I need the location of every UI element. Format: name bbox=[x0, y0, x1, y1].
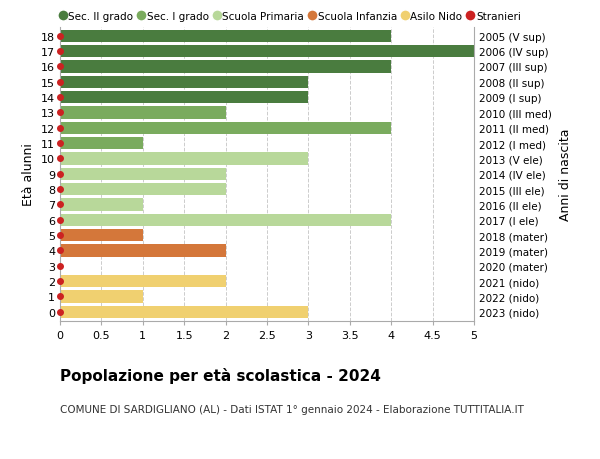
Text: Popolazione per età scolastica - 2024: Popolazione per età scolastica - 2024 bbox=[60, 367, 381, 383]
Bar bbox=[60, 46, 474, 58]
Bar bbox=[60, 61, 391, 73]
Legend: Sec. II grado, Sec. I grado, Scuola Primaria, Scuola Infanzia, Asilo Nido, Stran: Sec. II grado, Sec. I grado, Scuola Prim… bbox=[60, 11, 521, 22]
Bar bbox=[60, 168, 226, 181]
Bar bbox=[60, 76, 308, 89]
Bar bbox=[60, 92, 308, 104]
Bar bbox=[60, 122, 391, 135]
Bar bbox=[60, 214, 391, 227]
Bar bbox=[60, 138, 143, 150]
Bar bbox=[60, 245, 226, 257]
Bar bbox=[60, 306, 308, 319]
Y-axis label: Anni di nascita: Anni di nascita bbox=[559, 128, 572, 221]
Bar bbox=[60, 291, 143, 303]
Bar bbox=[60, 199, 143, 211]
Bar bbox=[60, 30, 391, 43]
Bar bbox=[60, 230, 143, 242]
Y-axis label: Età alunni: Età alunni bbox=[22, 143, 35, 206]
Bar bbox=[60, 275, 226, 288]
Bar bbox=[60, 184, 226, 196]
Text: COMUNE DI SARDIGLIANO (AL) - Dati ISTAT 1° gennaio 2024 - Elaborazione TUTTITALI: COMUNE DI SARDIGLIANO (AL) - Dati ISTAT … bbox=[60, 404, 524, 414]
Bar bbox=[60, 153, 308, 165]
Bar bbox=[60, 107, 226, 119]
